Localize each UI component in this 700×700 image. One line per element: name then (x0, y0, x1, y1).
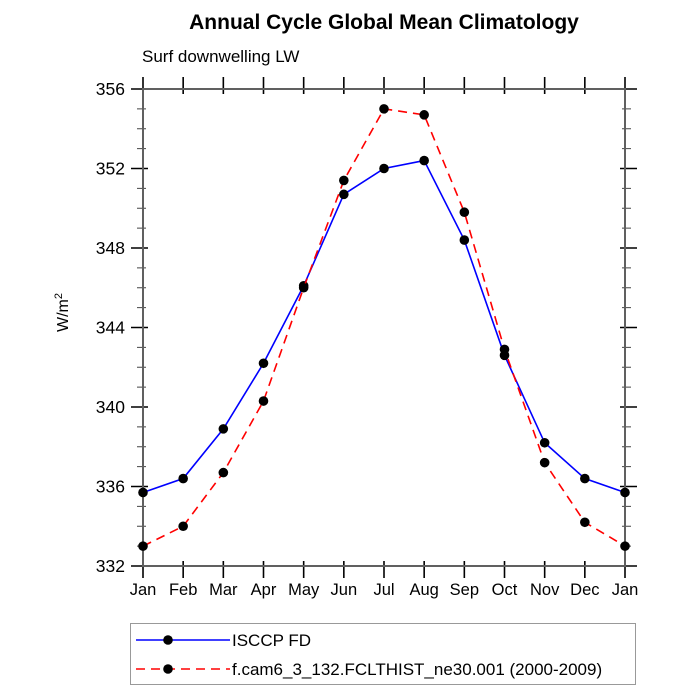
data-point-marker (138, 487, 148, 498)
data-point-marker (218, 467, 229, 478)
x-tick-label: Jun (331, 581, 358, 599)
data-point-marker (218, 424, 229, 434)
data-point-marker (138, 541, 148, 551)
x-tick-label: Jan (612, 581, 639, 599)
data-point-marker (620, 541, 630, 551)
x-tick-label: May (288, 581, 320, 599)
x-tick-label: Sep (450, 581, 479, 599)
x-tick-label: Nov (530, 581, 560, 599)
data-point-marker (580, 473, 590, 484)
x-tick-label: Apr (251, 581, 277, 599)
x-tick-label: Dec (570, 581, 599, 599)
y-tick-label: 344 (96, 318, 125, 338)
y-axis-label: W/m2 (53, 293, 72, 332)
y-tick-label: 332 (96, 556, 125, 576)
data-point-marker (459, 235, 470, 245)
data-point-marker (339, 189, 349, 200)
y-tick-label: 352 (96, 159, 125, 179)
data-point-marker (178, 521, 188, 532)
data-point-marker (580, 517, 590, 528)
chart-title: Annual Cycle Global Mean Climatology (189, 11, 579, 34)
x-tick-label: Oct (492, 581, 518, 599)
legend-box (130, 623, 636, 685)
data-point-marker (539, 437, 550, 448)
data-point-marker (539, 457, 550, 468)
data-point-marker (419, 110, 429, 120)
data-point-marker (379, 104, 389, 114)
data-point-marker (178, 473, 188, 484)
x-tick-label: Mar (209, 581, 238, 599)
y-tick-label: 356 (96, 79, 125, 99)
x-tick-label: Jan (130, 581, 157, 599)
series-line-0 (142, 159, 626, 494)
data-point-marker (620, 487, 630, 498)
legend-marker-1 (163, 664, 173, 674)
legend-marker-0 (163, 635, 173, 645)
data-point-marker (419, 155, 429, 166)
chart-subtitle: Surf downwelling LW (142, 47, 300, 66)
data-point-marker (258, 358, 269, 369)
x-tick-label: Jul (373, 581, 394, 599)
data-point-marker (258, 396, 269, 406)
data-point-marker (459, 207, 470, 218)
y-tick-label: 336 (96, 477, 125, 497)
plot-frame (142, 88, 626, 567)
x-tick-label: Feb (169, 581, 197, 599)
y-tick-label: 340 (96, 397, 125, 417)
x-tick-label: Aug (409, 581, 438, 599)
data-point-marker (499, 344, 510, 355)
series-line-1 (142, 108, 626, 547)
data-point-marker (298, 282, 309, 293)
data-point-marker (339, 175, 349, 186)
legend-label-0: ISCCP FD (232, 631, 311, 650)
y-tick-label: 348 (96, 238, 125, 258)
data-point-marker (379, 163, 389, 174)
legend-label-1: f.cam6_3_132.FCLTHIST_ne30.001 (2000-200… (232, 660, 602, 679)
